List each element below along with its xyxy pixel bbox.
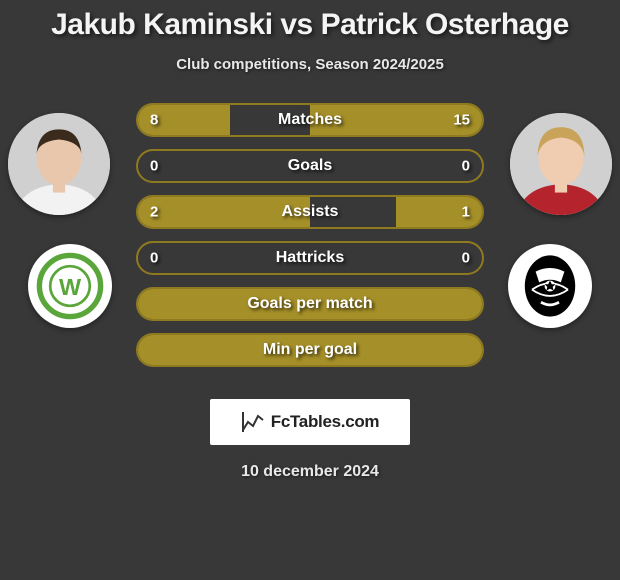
club-left-logo-icon: W (34, 250, 106, 322)
stat-label: Goals (138, 157, 482, 175)
date-text: 10 december 2024 (0, 463, 620, 481)
stat-label: Hattricks (138, 249, 482, 267)
stat-bar-right (310, 335, 482, 365)
stat-bar-left (138, 335, 310, 365)
player-left-avatar (8, 113, 110, 215)
page-title: Jakub Kaminski vs Patrick Osterhage (0, 8, 620, 42)
club-left-badge: W (28, 244, 112, 328)
stat-row: Hattricks0 0 (136, 241, 484, 275)
stat-row: Goals0 0 (136, 149, 484, 183)
player-right-avatar (510, 113, 612, 215)
page-subtitle: Club competitions, Season 2024/2025 (0, 56, 620, 73)
comparison-stage: W Matches815Goals00Assists21Hattricks00G… (0, 103, 620, 383)
club-right-badge (508, 244, 592, 328)
stat-row: Min per goal (136, 333, 484, 367)
stat-value-left: 0 (150, 158, 158, 175)
comparison-card: Jakub Kaminski vs Patrick Osterhage Club… (0, 0, 620, 481)
player-left-portrait-icon (8, 113, 110, 215)
stat-row: Assists21 (136, 195, 484, 229)
stat-bar-left (138, 105, 230, 135)
stat-bar-right (310, 105, 482, 135)
stat-bar-right (396, 197, 482, 227)
player-right-portrait-icon (510, 113, 612, 215)
stat-value-left: 0 (150, 250, 158, 267)
stat-bar-right (310, 289, 482, 319)
club-right-logo-icon (514, 250, 586, 322)
brand-footer: FcTables.com (210, 399, 410, 445)
brand-chart-icon (241, 410, 265, 434)
stat-value-right: 0 (462, 158, 470, 175)
stat-row: Matches815 (136, 103, 484, 137)
stat-bar-left (138, 289, 310, 319)
stats-bars: Matches815Goals00Assists21Hattricks00Goa… (136, 103, 484, 379)
stat-bar-left (138, 197, 310, 227)
stat-value-right: 0 (462, 250, 470, 267)
stat-row: Goals per match (136, 287, 484, 321)
brand-text: FcTables.com (271, 412, 380, 432)
svg-text:W: W (59, 274, 82, 300)
